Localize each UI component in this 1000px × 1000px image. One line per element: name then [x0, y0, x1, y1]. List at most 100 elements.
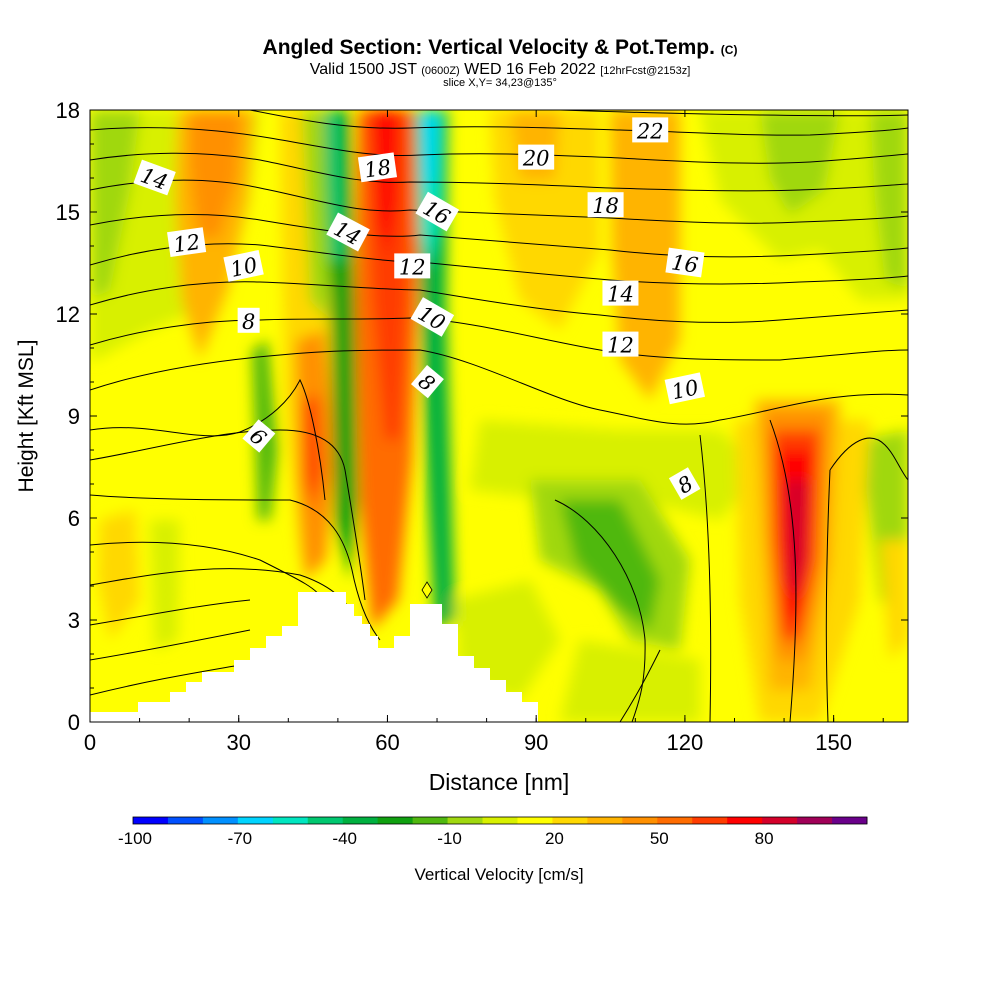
colorbar-swatch: [832, 817, 868, 824]
contour-line: [90, 599, 251, 626]
colorbar-swatch: [167, 817, 204, 824]
colorbar-swatch: [517, 817, 553, 824]
contour-label: 14: [602, 280, 639, 307]
contour-label: 16: [665, 247, 705, 278]
contour-label-bg: [242, 419, 276, 453]
y-tick-label: 0: [68, 710, 80, 735]
colorbar-swatch: [447, 817, 484, 824]
colorbar-swatch: [552, 817, 588, 824]
contour-label-bg: [602, 331, 639, 357]
field-gold-upperright: [490, 110, 600, 330]
terrain-peak-marker: [421, 581, 433, 599]
contour-line: [699, 434, 712, 722]
colorbar-tick-label: -10: [437, 829, 462, 848]
contour-label-bg: [632, 117, 669, 143]
contour-label-text: 12: [172, 230, 202, 257]
contour-line: [90, 281, 908, 323]
x-tick-label: 60: [375, 730, 399, 755]
colorbar-tick-label: -70: [228, 829, 253, 848]
contour-label: 12: [167, 227, 207, 257]
contour-label-bg: [415, 191, 460, 232]
contour-label: 10: [223, 249, 264, 282]
contour-line: [554, 499, 646, 722]
field-lime-mid: [302, 110, 330, 320]
contour-line: [90, 378, 326, 501]
colorbar-swatch: [342, 817, 379, 824]
colorbar-swatch: [587, 817, 623, 824]
contour-label-bg: [668, 467, 701, 500]
contour-label-bg: [223, 249, 264, 282]
terrain: [90, 592, 538, 722]
colorbar-frame: [132, 816, 868, 825]
contour-label: 22: [632, 117, 669, 143]
contour-line: [825, 469, 831, 722]
field-green-topleft: [90, 110, 140, 300]
field-red-core-inner: [364, 110, 410, 440]
contour-line: [90, 629, 251, 661]
colorbar: -100 -70 -40 -10 20 50 80: [118, 816, 868, 848]
axes: 0 30 60 90 120 150 0 3 6 9 12 15 18: [56, 98, 908, 755]
contour-label-text: 20: [522, 147, 550, 171]
field-orange-core-left: [190, 110, 242, 240]
contour-line: [90, 317, 908, 361]
field-gold-right-lower: [880, 540, 908, 660]
contour-label-text: 16: [670, 250, 700, 277]
contour-label: 18: [357, 152, 398, 183]
colorbar-tick-label: 50: [650, 829, 669, 848]
y-tick-label: 6: [68, 506, 80, 531]
colorbar-swatch: [237, 817, 274, 824]
colorbar-swatch: [482, 817, 518, 824]
colorbar-swatch: [622, 817, 658, 824]
contour-label-text: 10: [670, 375, 701, 404]
contour-line: [619, 649, 661, 722]
forecast-info: [12hrFcst@2153z]: [600, 65, 691, 77]
chart-subtitle: Valid 1500 JST (0600Z) WED 16 Feb 2022 […: [0, 61, 1000, 79]
contour-label-text: 22: [636, 119, 664, 143]
contour-line: [769, 419, 797, 722]
contour-label-text: 10: [228, 253, 259, 282]
contour-label-bg: [237, 307, 260, 333]
colorbar-swatch: [272, 817, 309, 824]
colorbar-swatch: [692, 817, 728, 824]
field-lime-lower-right: [560, 640, 700, 722]
colorbar-swatch: [657, 817, 693, 824]
field-red-max: [374, 110, 398, 260]
contour-label: 8: [668, 467, 701, 500]
x-tick-label: 0: [84, 730, 96, 755]
colorbar-swatch: [377, 817, 414, 824]
colorbar-label: Vertical Velocity [cm/s]: [414, 865, 583, 884]
contour-label-bg: [587, 192, 624, 218]
contour-line: [90, 179, 908, 224]
contour-label: 20: [518, 144, 555, 171]
velocity-field: [90, 110, 908, 722]
contour-label-bg: [133, 159, 176, 196]
field-blue-top: [424, 110, 436, 190]
field-cyan-top: [418, 110, 442, 270]
contour-line: [559, 110, 908, 117]
colorbar-tick-label: -40: [332, 829, 357, 848]
colorbar-swatch: [727, 817, 763, 824]
y-axis-label: Height [Kft MSL]: [15, 340, 38, 493]
x-tick-label: 150: [815, 730, 852, 755]
contour-label-bg: [410, 364, 444, 399]
colorbar-swatch: [133, 817, 169, 824]
contour-label-bg: [326, 212, 370, 252]
y-tick-label: 18: [56, 98, 80, 123]
contour-line: [90, 664, 241, 696]
contour-label-bg: [518, 144, 555, 170]
field-orange-right: [610, 110, 680, 400]
contour-label-bg: [410, 297, 455, 337]
contour-line: [90, 152, 908, 192]
contour-label-bg: [394, 253, 431, 279]
contour-label-text: 12: [607, 334, 634, 358]
x-tick-label: 120: [667, 730, 704, 755]
field-lime-lowleft: [150, 520, 180, 650]
contour-label-bg: [665, 247, 705, 278]
y-tick-label: 15: [56, 200, 80, 225]
y-tick-label: 3: [68, 608, 80, 633]
x-tick-label: 30: [226, 730, 250, 755]
colorbar-swatch: [762, 817, 798, 824]
title-copyright: (C): [720, 43, 738, 57]
